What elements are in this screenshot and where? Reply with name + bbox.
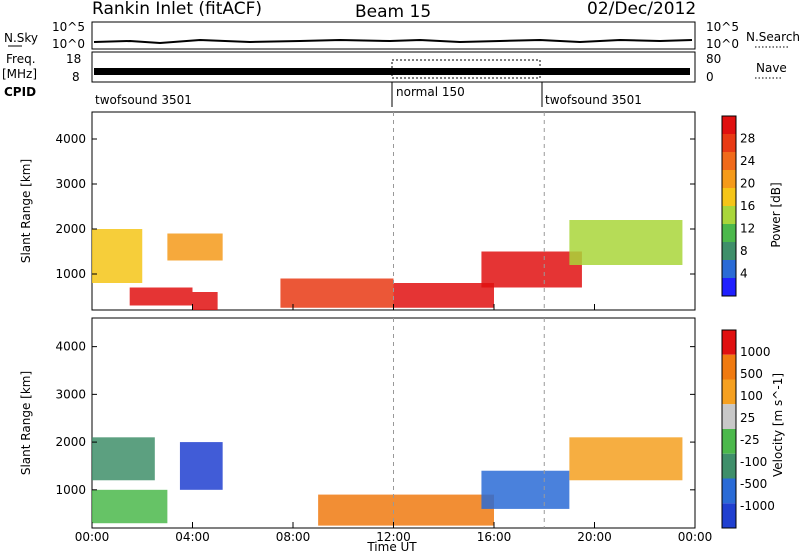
nsky-trace bbox=[93, 38, 693, 45]
nave-tick-top: 80 bbox=[706, 52, 721, 66]
data-region-1-0 bbox=[92, 437, 155, 481]
y-tick-label-0-1: 2000 bbox=[55, 222, 86, 236]
cpid-segment-2: normal 150 bbox=[396, 85, 465, 99]
data-region-0-3 bbox=[167, 233, 223, 261]
colorbar-swatch-1-3 bbox=[722, 404, 736, 429]
station-title: Rankin Inlet (fitACF) bbox=[92, 0, 262, 19]
colorbar-swatch-1-5 bbox=[722, 453, 736, 479]
colorbar-swatch-0-2 bbox=[722, 152, 736, 170]
colorbar-tick-1-0: 1000 bbox=[740, 345, 771, 359]
data-region-0-2 bbox=[192, 292, 218, 310]
nsky-tick-bottom-right: 10^0 bbox=[706, 37, 739, 51]
colorbar-tick-0-4: 12 bbox=[740, 222, 755, 236]
time-axis-label: Time UT bbox=[366, 540, 417, 554]
data-region-1-1 bbox=[92, 489, 168, 524]
x-tick-label-3: 12:00 bbox=[376, 530, 411, 544]
colorbar-tick-1-1: 500 bbox=[740, 367, 763, 381]
data-region-0-1 bbox=[129, 287, 193, 306]
colorbar-tick-0-1: 24 bbox=[740, 154, 755, 168]
colorbar-tick-1-3: 25 bbox=[740, 411, 755, 425]
velocity-panel: Slant Range [km] Velocity [m s^-1] Time … bbox=[19, 317, 785, 554]
colorbar-swatch-0-4 bbox=[722, 188, 736, 206]
data-region-0-6 bbox=[481, 251, 582, 288]
y-tick-label-1-0: 1000 bbox=[55, 483, 86, 497]
colorbar-swatch-1-1 bbox=[722, 354, 736, 380]
cpid-label: CPID bbox=[4, 85, 36, 99]
colorbar-tick-1-5: -100 bbox=[740, 455, 767, 469]
data-region-1-2 bbox=[179, 442, 223, 490]
power-colorbar-label: Power [dB] bbox=[769, 182, 783, 247]
colorbar-tick-0-0: 28 bbox=[740, 132, 755, 146]
colorbar-tick-0-5: 8 bbox=[740, 244, 748, 258]
velocity-ylabel: Slant Range [km] bbox=[19, 371, 33, 475]
freq-label: Freq. bbox=[6, 52, 36, 66]
colorbar-tick-1-6: -500 bbox=[740, 477, 767, 491]
colorbar-tick-0-3: 16 bbox=[740, 199, 755, 213]
data-region-0-0 bbox=[92, 229, 143, 283]
x-tick-label-1: 04:00 bbox=[175, 530, 210, 544]
colorbar-swatch-0-9 bbox=[722, 278, 736, 296]
cpid-segment-3: twofsound 3501 bbox=[545, 93, 642, 107]
x-tick-label-6: 00:00 bbox=[678, 530, 713, 544]
freq-tick-top: 18 bbox=[66, 52, 81, 66]
data-region-1-4 bbox=[481, 470, 570, 509]
colorbar-swatch-1-4 bbox=[722, 429, 736, 454]
y-tick-label-0-0: 1000 bbox=[55, 267, 86, 281]
colorbar-swatch-0-1 bbox=[722, 134, 736, 152]
y-tick-label-1-3: 4000 bbox=[55, 340, 86, 354]
colorbar-swatch-0-3 bbox=[722, 170, 736, 188]
x-tick-label-5: 20:00 bbox=[577, 530, 612, 544]
colorbar-swatch-0-6 bbox=[722, 224, 736, 242]
x-tick-label-0: 00:00 bbox=[75, 530, 110, 544]
colorbar-swatch-0-5 bbox=[722, 206, 736, 224]
freq-unit: [MHz] bbox=[2, 67, 37, 81]
data-region-0-7 bbox=[569, 220, 683, 265]
colorbar-tick-0-6: 4 bbox=[740, 267, 748, 281]
colorbar-swatch-1-7 bbox=[722, 503, 736, 528]
nave-tick-bottom: 0 bbox=[706, 70, 714, 84]
y-tick-label-1-1: 2000 bbox=[55, 435, 86, 449]
nsearch-label: N.Search bbox=[746, 30, 800, 44]
freq-tick-bottom: 8 bbox=[72, 70, 80, 84]
freq-strip bbox=[91, 51, 696, 83]
colorbar-swatch-0-8 bbox=[722, 260, 736, 278]
data-region-1-3 bbox=[318, 494, 494, 526]
nsky-strip bbox=[91, 21, 696, 50]
nave-label: Nave bbox=[756, 61, 787, 75]
colorbar-swatch-1-2 bbox=[722, 379, 736, 405]
x-tick-label-2: 08:00 bbox=[276, 530, 311, 544]
colorbar-tick-1-2: 100 bbox=[740, 389, 763, 403]
colorbar-swatch-1-6 bbox=[722, 478, 736, 504]
colorbar-swatch-1-0 bbox=[722, 330, 736, 355]
colorbar-frame-1 bbox=[721, 329, 737, 529]
colorbar-frame-0 bbox=[721, 115, 737, 297]
colorbar-tick-1-4: -25 bbox=[740, 433, 760, 447]
cpid-segment-1: twofsound 3501 bbox=[95, 93, 192, 107]
data-region-1-5 bbox=[569, 437, 683, 481]
data-region-0-4 bbox=[280, 278, 394, 308]
colorbar-tick-0-2: 20 bbox=[740, 177, 755, 191]
x-tick-label-4: 16:00 bbox=[477, 530, 512, 544]
velocity-colorbar-label: Velocity [m s^-1] bbox=[771, 373, 785, 477]
y-tick-label-0-2: 3000 bbox=[55, 177, 86, 191]
power-ylabel: Slant Range [km] bbox=[19, 159, 33, 263]
nsky-tick-bottom-left: 10^0 bbox=[52, 37, 85, 51]
y-tick-label-1-2: 3000 bbox=[55, 387, 86, 401]
nsky-tick-top-left: 10^5 bbox=[52, 20, 85, 34]
data-region-0-5 bbox=[393, 283, 494, 308]
power-panel: Slant Range [km] Power [dB] 1000 2000 3000… bbox=[19, 111, 783, 311]
y-tick-label-0-3: 4000 bbox=[55, 132, 86, 146]
beam-title: Beam 15 bbox=[355, 2, 431, 22]
nsky-label: N.Sky bbox=[4, 31, 38, 45]
nave-dotted-box bbox=[391, 59, 541, 79]
colorbar-tick-1-7: -1000 bbox=[740, 499, 775, 513]
date-title: 02/Dec/2012 bbox=[587, 0, 696, 19]
colorbar-swatch-0-0 bbox=[722, 116, 736, 134]
nsky-tick-top-right: 10^5 bbox=[706, 20, 739, 34]
colorbar-swatch-0-7 bbox=[722, 242, 736, 260]
